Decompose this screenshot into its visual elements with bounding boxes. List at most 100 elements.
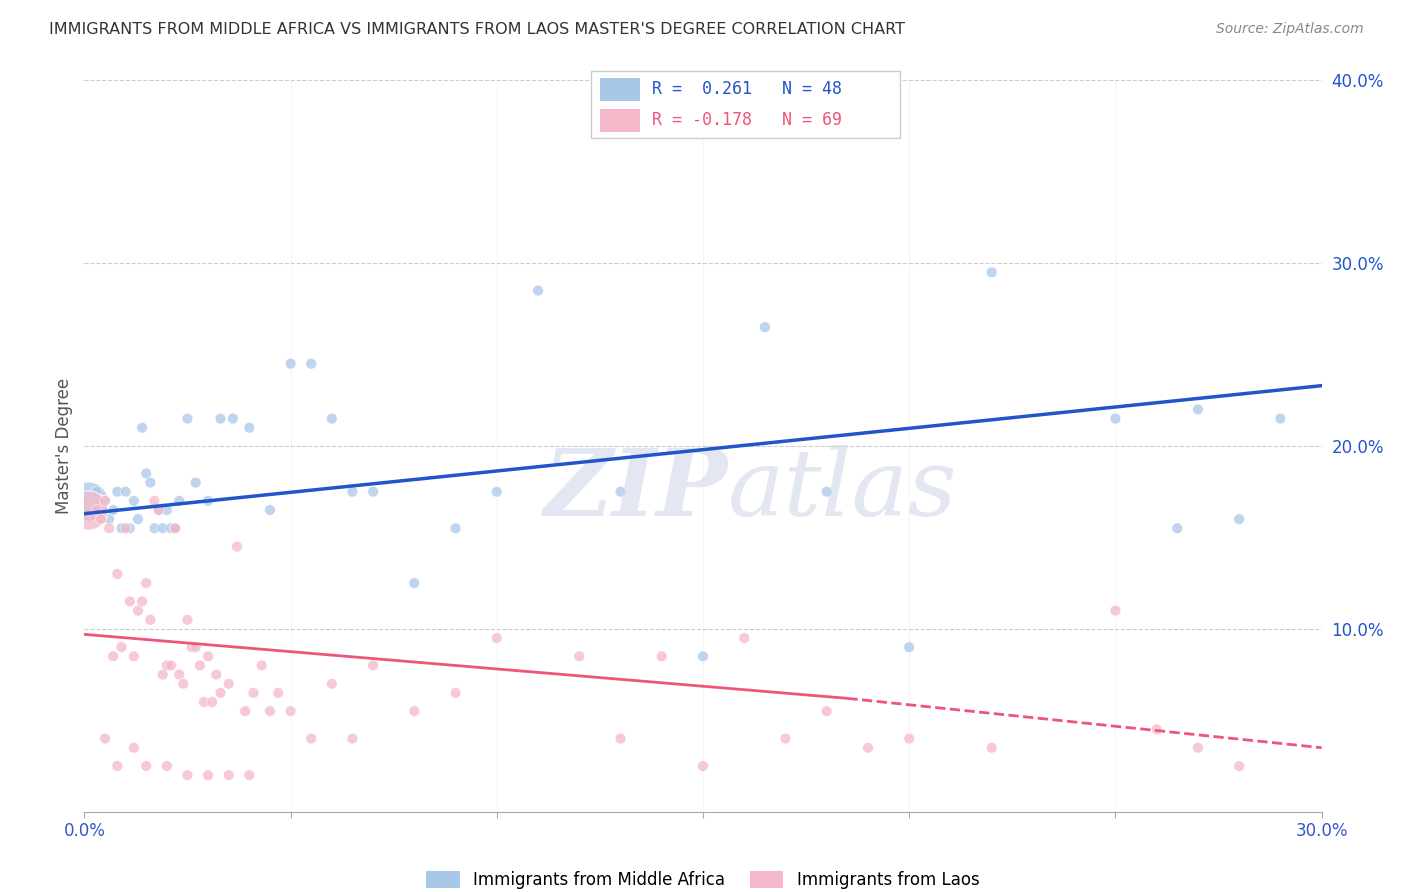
Text: R =  0.261   N = 48: R = 0.261 N = 48	[652, 80, 842, 98]
Point	[280, 357, 302, 371]
Point	[114, 484, 136, 499]
Point	[218, 676, 240, 690]
Point	[135, 759, 157, 773]
Point	[1104, 411, 1126, 425]
Point	[90, 512, 112, 526]
Point	[1146, 723, 1168, 737]
Point	[815, 484, 838, 499]
Point	[156, 503, 179, 517]
Point	[98, 512, 121, 526]
Point	[103, 649, 125, 664]
Point	[651, 649, 673, 664]
Point	[733, 631, 755, 645]
Point	[176, 768, 198, 782]
Point	[444, 521, 467, 535]
Legend: Immigrants from Middle Africa, Immigrants from Laos: Immigrants from Middle Africa, Immigrant…	[420, 864, 986, 892]
Text: IMMIGRANTS FROM MIDDLE AFRICA VS IMMIGRANTS FROM LAOS MASTER'S DEGREE CORRELATIO: IMMIGRANTS FROM MIDDLE AFRICA VS IMMIGRA…	[49, 22, 905, 37]
Point	[86, 503, 108, 517]
Point	[94, 731, 117, 746]
Point	[160, 521, 183, 535]
Point	[127, 512, 149, 526]
Point	[160, 658, 183, 673]
Point	[114, 521, 136, 535]
Point	[184, 475, 207, 490]
Point	[122, 493, 145, 508]
Point	[143, 493, 166, 508]
Point	[404, 704, 426, 718]
Point	[267, 686, 290, 700]
Point	[1187, 402, 1209, 417]
Point	[167, 493, 190, 508]
Point	[172, 676, 194, 690]
Point	[321, 676, 343, 690]
Point	[692, 649, 714, 664]
Point	[184, 640, 207, 655]
Point	[609, 484, 631, 499]
FancyBboxPatch shape	[600, 109, 640, 131]
Point	[193, 695, 215, 709]
Point	[980, 265, 1002, 279]
Point	[485, 631, 508, 645]
Point	[110, 521, 132, 535]
Point	[222, 411, 245, 425]
Point	[250, 658, 273, 673]
Point	[176, 613, 198, 627]
Point	[139, 613, 162, 627]
Point	[105, 567, 128, 582]
Point	[609, 731, 631, 746]
Point	[980, 740, 1002, 755]
Point	[856, 740, 879, 755]
Point	[152, 667, 174, 681]
Point	[118, 521, 141, 535]
Point	[404, 576, 426, 591]
Point	[361, 484, 384, 499]
Point	[77, 493, 100, 508]
Point	[156, 759, 179, 773]
Point	[568, 649, 591, 664]
Point	[156, 658, 179, 673]
Point	[898, 731, 921, 746]
FancyBboxPatch shape	[600, 78, 640, 101]
Point	[527, 284, 550, 298]
Point	[180, 640, 202, 655]
Point	[692, 759, 714, 773]
Point	[165, 521, 187, 535]
Point	[361, 658, 384, 673]
Point	[131, 421, 153, 435]
Point	[165, 521, 187, 535]
Point	[197, 649, 219, 664]
Point	[299, 357, 322, 371]
Point	[135, 576, 157, 591]
Point	[299, 731, 322, 746]
Point	[209, 411, 232, 425]
Text: atlas: atlas	[728, 445, 957, 535]
Point	[218, 768, 240, 782]
Point	[90, 493, 112, 508]
Point	[98, 521, 121, 535]
Point	[209, 686, 232, 700]
Point	[1187, 740, 1209, 755]
Point	[103, 503, 125, 517]
Point	[775, 731, 797, 746]
Point	[485, 484, 508, 499]
Point	[135, 467, 157, 481]
Point	[242, 686, 264, 700]
Point	[815, 704, 838, 718]
Point	[122, 740, 145, 755]
Point	[77, 503, 100, 517]
Point	[238, 768, 260, 782]
Point	[259, 503, 281, 517]
Point	[444, 686, 467, 700]
Point	[205, 667, 228, 681]
Point	[105, 759, 128, 773]
Point	[321, 411, 343, 425]
Point	[238, 421, 260, 435]
Point	[176, 411, 198, 425]
Point	[127, 603, 149, 617]
Point	[259, 704, 281, 718]
Point	[122, 649, 145, 664]
Point	[131, 594, 153, 608]
Point	[139, 475, 162, 490]
Point	[197, 768, 219, 782]
Point	[1227, 512, 1250, 526]
